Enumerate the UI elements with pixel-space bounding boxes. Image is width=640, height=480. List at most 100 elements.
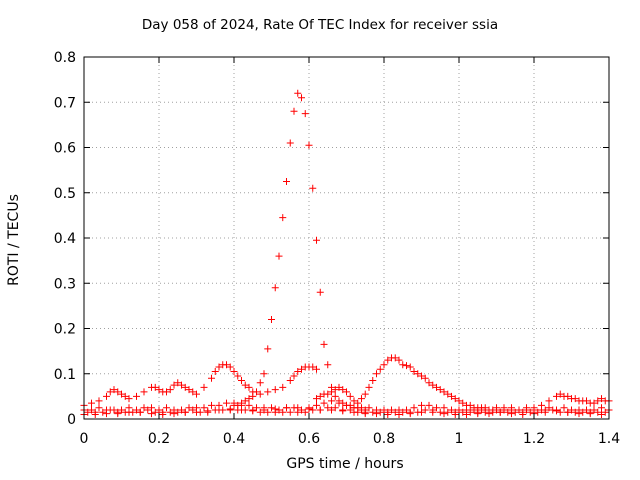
data-point-marker: [286, 408, 294, 416]
data-point-marker: [496, 408, 504, 416]
data-point-marker: [388, 406, 395, 414]
chart-title: Day 058 of 2024, Rate Of TEC Index for r…: [141, 17, 499, 33]
data-point-marker: [256, 390, 264, 398]
data-point-marker: [234, 372, 242, 380]
data-point-marker: [316, 406, 324, 414]
data-point-marker: [369, 377, 377, 385]
data-point-marker: [88, 406, 95, 414]
data-point-marker: [301, 408, 309, 416]
data-point-marker: [418, 408, 425, 416]
data-point-marker: [264, 408, 272, 416]
data-point-marker: [365, 404, 373, 412]
data-point-marker: [568, 406, 575, 414]
plot-frame: [83, 56, 610, 420]
x-tick-label: 1.2: [523, 431, 545, 447]
data-point-marker: [256, 408, 264, 416]
data-point-marker: [373, 370, 380, 378]
data-point-marker: [99, 408, 107, 416]
data-point-marker: [155, 386, 163, 394]
data-point-marker: [560, 404, 568, 412]
data-point-marker: [455, 406, 463, 414]
data-point-marker: [91, 410, 99, 418]
data-point-marker: [230, 399, 238, 407]
data-point-marker: [478, 406, 485, 414]
data-point-marker: [361, 410, 369, 418]
data-point-marker: [376, 365, 384, 373]
data-point-marker: [556, 390, 564, 398]
data-point-marker: [125, 395, 133, 403]
data-point-marker: [170, 381, 178, 389]
x-tick-label: 0.2: [148, 431, 170, 447]
data-point-marker: [95, 397, 103, 405]
data-point-marker: [189, 388, 197, 396]
data-point-marker: [489, 408, 497, 416]
data-point-marker: [260, 406, 268, 414]
y-tick-label: 0.2: [54, 322, 76, 338]
data-point-marker: [279, 214, 287, 222]
data-point-marker: [125, 408, 133, 416]
data-point-marker: [121, 392, 129, 400]
data-point-marker: [170, 410, 178, 418]
data-point-marker: [418, 401, 425, 409]
data-point-marker: [106, 388, 114, 396]
data-point-marker: [103, 392, 110, 400]
data-point-marker: [313, 401, 320, 409]
data-point-marker: [331, 392, 339, 400]
data-point-marker: [305, 141, 313, 149]
data-point-marker: [230, 367, 238, 375]
data-point-marker: [466, 408, 474, 416]
data-point-marker: [264, 345, 272, 353]
axis-ticks: 0 0.1 0.2 0.3 0.4 0.5 0.6 0.7 0.8 0 0.2 0.4 0.6 0.8 1 1…: [54, 50, 620, 447]
data-point-marker: [448, 406, 455, 414]
data-point-marker: [343, 388, 350, 396]
data-point-marker: [391, 354, 399, 362]
data-point-marker: [549, 406, 557, 414]
data-point-marker: [174, 408, 182, 416]
data-point-marker: [436, 386, 444, 394]
data-point-marker: [481, 408, 489, 416]
data-point-marker: [440, 410, 448, 418]
data-point-marker: [586, 410, 594, 418]
data-point-marker: [163, 404, 170, 412]
data-point-marker: [253, 404, 260, 412]
data-point-marker: [515, 406, 523, 414]
data-point-marker: [320, 340, 328, 348]
data-point-marker: [571, 395, 579, 403]
data-point-marker: [208, 401, 215, 409]
data-point-marker: [189, 406, 197, 414]
data-point-marker: [421, 406, 429, 414]
data-point-marker: [178, 406, 185, 414]
data-point-marker: [358, 406, 365, 414]
data-point-marker: [106, 406, 114, 414]
data-point-marker: [598, 410, 605, 418]
data-point-marker: [433, 404, 440, 412]
data-point-marker: [249, 388, 257, 396]
data-point-marker: [140, 404, 148, 412]
data-point-marker: [204, 407, 212, 415]
data-point-marker: [298, 365, 305, 373]
data-point-marker: [403, 362, 410, 370]
data-point-marker: [155, 406, 163, 414]
data-point-marker: [395, 410, 403, 418]
data-point-marker: [324, 404, 332, 412]
data-point-marker: [556, 408, 564, 416]
data-point-marker: [545, 397, 553, 405]
data-point-marker: [395, 356, 403, 364]
data-point-marker: [275, 252, 283, 260]
data-points: [80, 89, 613, 418]
data-point-marker: [564, 408, 572, 416]
data-point-marker: [331, 386, 339, 394]
y-tick-label: 0.4: [54, 231, 76, 247]
data-point-marker: [223, 399, 230, 407]
data-point-marker: [519, 410, 527, 418]
y-tick-label: 0.5: [54, 186, 76, 202]
data-point-marker: [118, 390, 125, 398]
data-point-marker: [309, 406, 317, 414]
data-point-marker: [144, 406, 152, 414]
data-point-marker: [564, 392, 572, 400]
data-point-marker: [601, 408, 609, 416]
data-point-marker: [215, 363, 223, 371]
data-point-marker: [335, 383, 343, 391]
data-point-marker: [328, 406, 335, 414]
